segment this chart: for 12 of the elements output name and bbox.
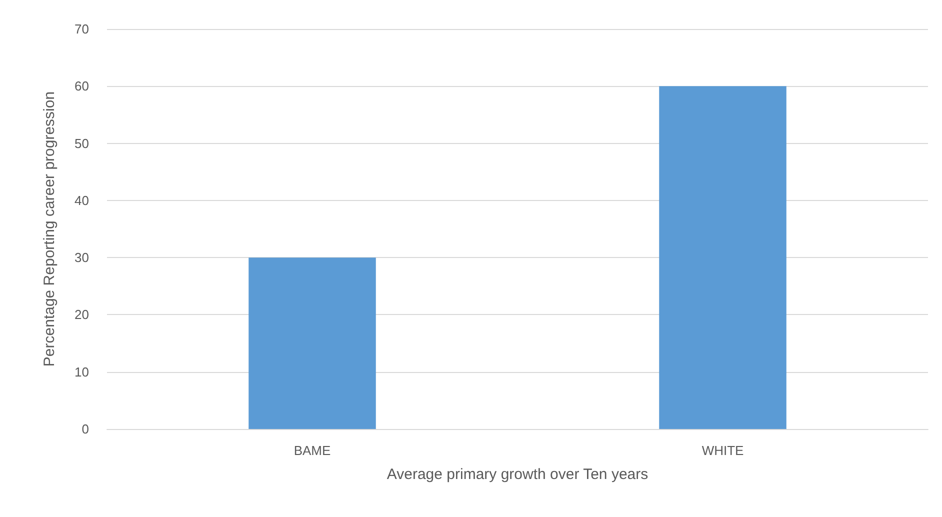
y-tick-label: 30	[74, 250, 89, 266]
y-tick-label: 10	[74, 364, 89, 380]
x-tick-label: BAME	[294, 443, 331, 458]
y-tick-label: 20	[74, 307, 89, 322]
x-axis-title: Average primary growth over Ten years	[386, 466, 648, 483]
y-axis-title: Percentage Reporting career progression	[41, 91, 58, 367]
y-tick-label: 40	[74, 192, 89, 208]
x-tick-label: WHITE	[702, 443, 744, 458]
y-tick-label: 60	[74, 78, 89, 94]
y-tick-label: 70	[74, 22, 89, 36]
y-tick-label: 0	[82, 422, 89, 436]
y-tick-label: 50	[74, 136, 89, 151]
